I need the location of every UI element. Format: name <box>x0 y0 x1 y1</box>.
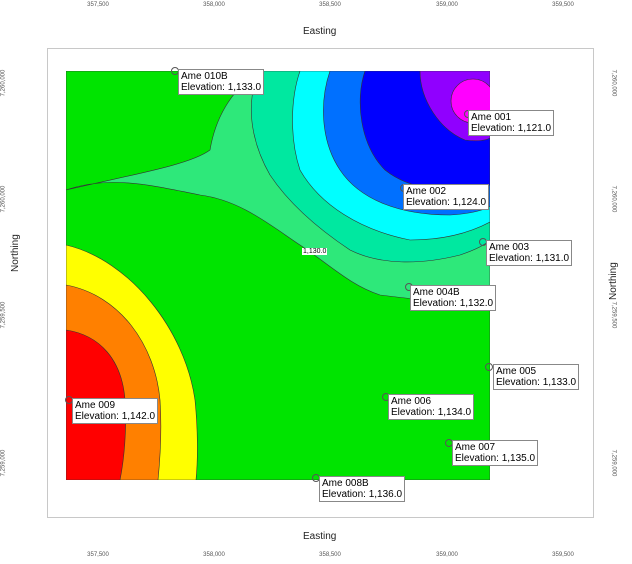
x-tick-top-3: 358,500 <box>319 2 341 8</box>
well-marker-ame-005[interactable] <box>485 363 493 371</box>
well-label-ame-002[interactable]: Ame 002 Elevation: 1,124.0 <box>403 184 490 210</box>
x-axis-title-bottom: Easting <box>303 531 337 542</box>
well-label-ame-007[interactable]: Ame 007 Elevation: 1,135.0 <box>452 440 539 466</box>
x-tick-bottom-2: 358,000 <box>203 552 225 558</box>
well-label-ame-005[interactable]: Ame 005 Elevation: 1,133.0 <box>493 364 580 390</box>
well-name: Ame 003 <box>489 242 530 253</box>
x-tick-top-5: 359,500 <box>552 2 574 8</box>
well-name: Ame 008B <box>322 478 369 489</box>
well-label-ame-004b[interactable]: Ame 004B Elevation: 1,132.0 <box>410 285 497 311</box>
well-elevation: Elevation: 1,131.0 <box>489 253 570 264</box>
well-name: Ame 006 <box>391 396 432 407</box>
well-name: Ame 004B <box>413 287 460 298</box>
well-elevation: Elevation: 1,133.0 <box>181 82 262 93</box>
well-name: Ame 002 <box>406 186 447 197</box>
x-tick-bottom-1: 357,500 <box>87 552 109 558</box>
well-label-ame-010b[interactable]: Ame 010B Elevation: 1,133.0 <box>178 69 265 95</box>
contour-label-1130: 1,130.0 <box>302 248 328 255</box>
x-axis-title-top: Easting <box>303 26 337 37</box>
x-tick-bottom-3: 358,500 <box>319 552 341 558</box>
well-elevation: Elevation: 1,124.0 <box>406 197 487 208</box>
well-label-ame-006[interactable]: Ame 006 Elevation: 1,134.0 <box>388 394 475 420</box>
x-tick-bottom-4: 359,000 <box>436 552 458 558</box>
well-elevation: Elevation: 1,121.0 <box>471 123 552 134</box>
well-name: Ame 007 <box>455 442 496 453</box>
x-tick-top-4: 359,000 <box>436 2 458 8</box>
well-name: Ame 005 <box>496 366 537 377</box>
x-tick-top-1: 357,500 <box>87 2 109 8</box>
well-elevation: Elevation: 1,142.0 <box>75 411 156 422</box>
well-name: Ame 010B <box>181 71 228 82</box>
well-elevation: Elevation: 1,132.0 <box>413 298 494 309</box>
well-elevation: Elevation: 1,136.0 <box>322 489 403 500</box>
well-label-ame-008b[interactable]: Ame 008B Elevation: 1,136.0 <box>319 476 406 502</box>
well-label-ame-009[interactable]: Ame 009 Elevation: 1,142.0 <box>72 398 159 424</box>
well-elevation: Elevation: 1,135.0 <box>455 453 536 464</box>
well-label-ame-001[interactable]: Ame 001 Elevation: 1,121.0 <box>468 110 555 136</box>
well-elevation: Elevation: 1,134.0 <box>391 407 472 418</box>
well-name: Ame 009 <box>75 400 116 411</box>
well-name: Ame 001 <box>471 112 512 123</box>
well-elevation: Elevation: 1,133.0 <box>496 377 577 388</box>
x-tick-top-2: 358,000 <box>203 2 225 8</box>
well-label-ame-003[interactable]: Ame 003 Elevation: 1,131.0 <box>486 240 573 266</box>
x-tick-bottom-5: 359,500 <box>552 552 574 558</box>
